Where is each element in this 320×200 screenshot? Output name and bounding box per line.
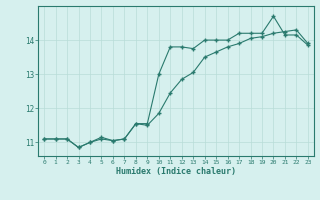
X-axis label: Humidex (Indice chaleur): Humidex (Indice chaleur) bbox=[116, 167, 236, 176]
